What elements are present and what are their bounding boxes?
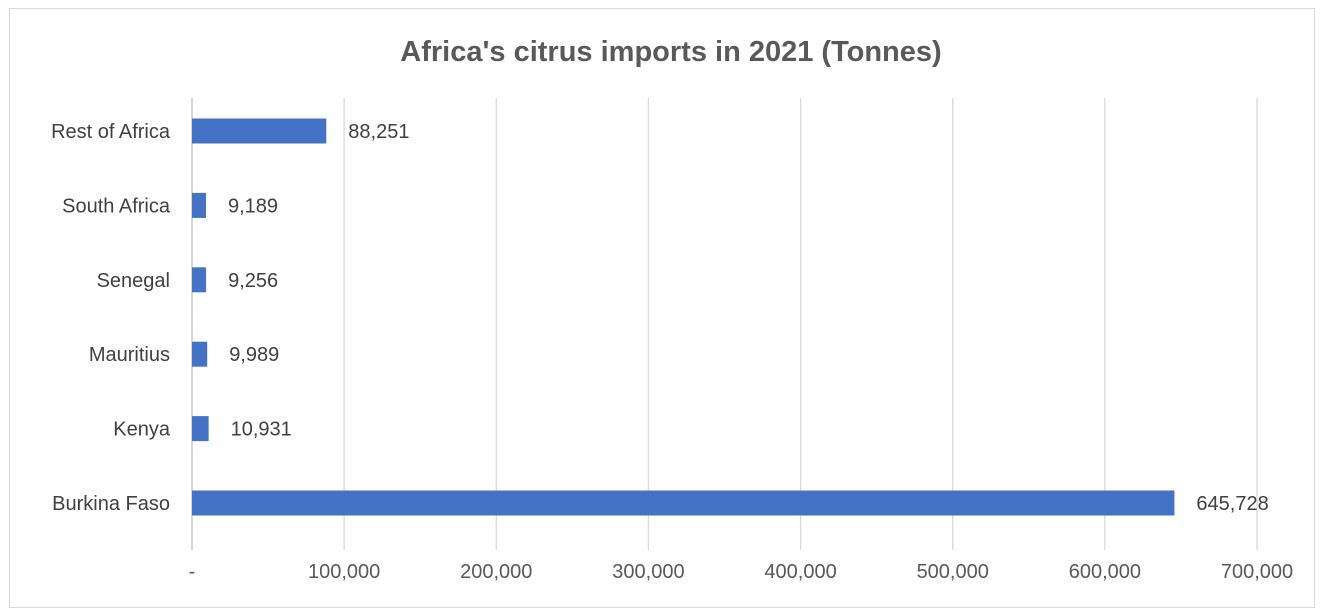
category-label: Mauritius [89,344,170,366]
bar [192,416,209,442]
bar [192,118,327,144]
x-tick-label: 600,000 [1069,561,1141,583]
x-tick-label: 100,000 [308,561,380,583]
data-label: 10,931 [231,419,292,441]
x-tick-label: 300,000 [612,561,684,583]
x-tick-labels: - 100,000 200,000 300,000 400,000 500,000 600,… [189,561,1293,583]
category-labels: Burkina Faso Kenya Mauritius Senegal South A… [51,121,171,515]
category-label: Kenya [113,419,171,441]
x-tick-label: 400,000 [764,561,836,583]
data-label: 9,256 [228,270,278,292]
x-tick-label: 700,000 [1221,561,1293,583]
x-tick-label: 200,000 [460,561,532,583]
x-tick-label: - [189,561,196,583]
bar [192,192,206,218]
bar [192,341,208,367]
data-labels: 645,728 10,931 9,989 9,256 9,189 88,251 [228,121,1269,515]
category-label: Burkina Faso [52,493,170,515]
data-label: 88,251 [348,121,409,143]
data-label: 9,189 [228,195,278,217]
chart-title: Africa's citrus imports in 2021 (Tonnes) [400,36,941,68]
gridlines [191,98,1258,550]
bar [192,490,1175,516]
category-label: Rest of Africa [51,121,171,143]
category-label: Senegal [97,270,170,292]
x-tick-label: 500,000 [917,561,989,583]
bars [192,118,1175,516]
category-label: South Africa [62,195,171,217]
bar [192,267,207,293]
data-label: 9,989 [229,344,279,366]
bar-chart: Africa's citrus imports in 2021 (Tonnes)… [51,36,1293,583]
data-label: 645,728 [1196,493,1268,515]
